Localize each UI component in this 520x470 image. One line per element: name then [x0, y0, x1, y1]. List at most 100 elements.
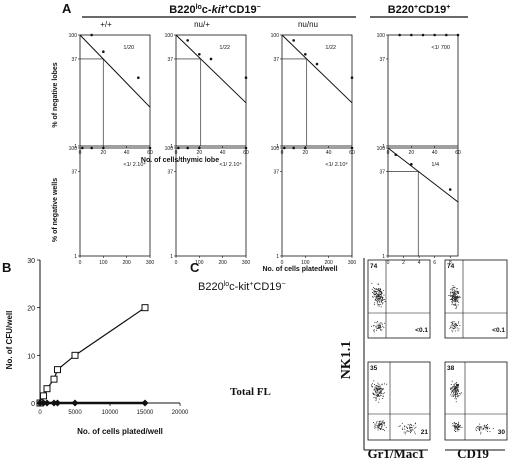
facs-dot [455, 297, 456, 299]
facs-dot [455, 296, 457, 298]
facs-dot [403, 431, 405, 433]
facs-dot [454, 427, 456, 429]
facs-dot [485, 429, 487, 431]
data-point-1 [198, 52, 201, 56]
fit-line [175, 34, 247, 104]
facs-dot [451, 295, 452, 297]
facs-dot [453, 384, 455, 386]
data-point-3 [350, 146, 354, 150]
facs-dot [453, 321, 455, 323]
b-y-tick-label-3: 30 [27, 258, 35, 265]
facs-dot [450, 288, 452, 290]
facs-dot [375, 391, 377, 393]
facs-dot [456, 385, 458, 387]
facs-dot [380, 291, 382, 292]
facs-dot [377, 423, 379, 425]
facs-dot [379, 422, 380, 424]
facs-dot [376, 300, 377, 302]
facs-dot [455, 308, 457, 309]
x-tick-label-2: 40 [432, 150, 438, 156]
facs-dot [457, 429, 459, 430]
facs-dot [479, 428, 481, 430]
facs-dot [374, 290, 376, 292]
facs-dot [376, 289, 378, 290]
facs-dot [456, 288, 458, 289]
facs-dot [454, 385, 456, 387]
x-tick-label-1: 2 [402, 260, 405, 266]
facs-dot [378, 394, 379, 396]
facs-dot [375, 293, 376, 295]
facs-dot [384, 383, 385, 385]
facs-dot [451, 321, 453, 323]
facs-dot [382, 297, 383, 299]
data-point-2 [102, 146, 105, 150]
data-point-3 [433, 33, 436, 37]
data-point-1 [292, 146, 295, 150]
facs-dot [415, 422, 416, 424]
data-point-4 [445, 33, 448, 37]
facs-dot [383, 422, 385, 423]
facs-dot [487, 428, 489, 430]
facs-dot [384, 301, 386, 302]
facs-dot [452, 294, 454, 296]
facs-dot [377, 299, 378, 300]
facs-dot [457, 389, 459, 391]
facs-dot [452, 300, 454, 302]
data-point-0 [283, 146, 286, 150]
facs-dot [456, 395, 458, 397]
facs-dot [459, 424, 461, 426]
panel-b-letter: B [2, 260, 11, 275]
facs-dot [456, 390, 458, 391]
facs-dot [456, 298, 458, 299]
x-tick-label-3: 6 [433, 260, 436, 266]
facs-dot [376, 324, 378, 326]
facs-dot [379, 386, 381, 388]
facs-dot [380, 423, 382, 425]
facs-dot [381, 329, 383, 331]
facs-dot [454, 299, 456, 301]
x-tick-label-3: 300 [146, 260, 155, 266]
facs-dot [452, 299, 453, 301]
facs-dot [486, 425, 487, 426]
facs-dot [372, 296, 373, 298]
facs-dot [452, 302, 453, 304]
facs-dot [451, 287, 453, 289]
facs-dot [379, 327, 380, 328]
facs-dot [382, 420, 384, 422]
facs-dot [455, 390, 456, 391]
facs-dot [485, 426, 487, 428]
facs-dot [378, 295, 379, 296]
facs-dot [451, 301, 453, 303]
x-tick-label-1: 20 [409, 150, 415, 156]
facs-dot [485, 427, 487, 429]
facs-dot [484, 427, 486, 429]
facs-dot [383, 424, 385, 426]
facs-dot [453, 304, 455, 305]
facs-dot [454, 294, 456, 296]
facs-dot [409, 429, 411, 431]
facs-dot [378, 301, 380, 303]
facs-dot [452, 423, 454, 425]
data-point-2 [198, 146, 201, 150]
facs-dot [408, 430, 410, 432]
panel-c-title: B220loc-kit+CD19− [198, 281, 286, 293]
facs-dot [376, 290, 378, 292]
facs-dot [454, 396, 456, 398]
facs-dot [449, 327, 451, 329]
facs-dot [455, 305, 457, 306]
facs-dot [452, 395, 454, 397]
panel-c-facs: 74 <0.1 74 <0.1 35 21 38 30 [367, 259, 508, 441]
facs-dot [404, 425, 406, 427]
facs-dot [379, 392, 381, 394]
facs-dot [406, 430, 408, 432]
facs-dot [456, 428, 458, 430]
facs-dot [375, 326, 377, 327]
facs-dot [377, 296, 378, 297]
b-y-tick-label-2: 20 [27, 306, 35, 313]
facs-dot [411, 427, 413, 429]
fit-line [387, 147, 459, 203]
facs-dot [378, 427, 380, 429]
facs-dot [456, 382, 457, 384]
facs-dot [383, 423, 385, 425]
